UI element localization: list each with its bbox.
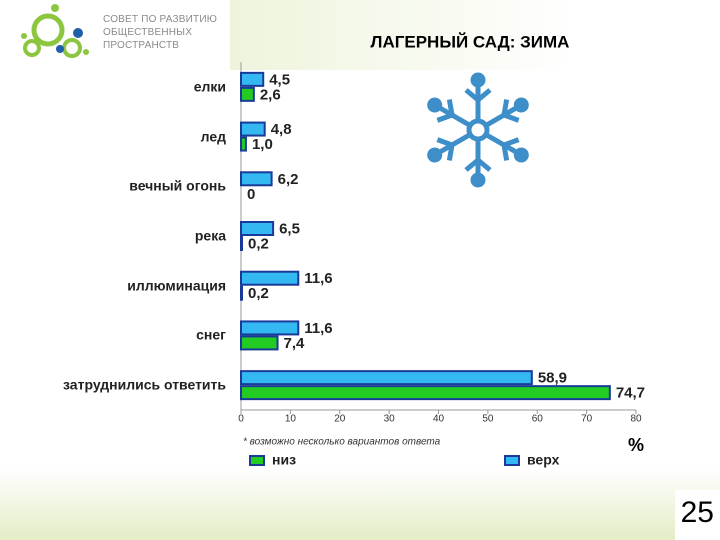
legend-swatch [249,455,265,466]
bar [240,320,300,336]
bar [240,335,279,351]
value-label: 2,6 [260,86,281,103]
x-tick-label: 80 [630,414,642,425]
category-label: лед [200,128,226,145]
value-label: 0,2 [248,235,269,252]
bar [240,71,265,87]
value-label: 4,8 [271,121,292,138]
bar [240,285,243,301]
value-label: 11,6 [304,320,332,337]
x-tick-label: 40 [433,414,445,425]
logo-text: ОБЩЕСТВЕННЫХ [103,27,193,38]
category-label: снег [196,326,226,343]
value-label: 6,5 [279,220,300,237]
logo-text: ПРОСТРАНСТВ [103,40,180,51]
page-number-box [675,490,720,540]
bar [240,236,243,251]
value-label: 58,9 [538,370,567,387]
bar [240,221,275,236]
logo-mark [21,4,89,58]
category-label: елки [193,78,226,95]
category-label: иллюминация [127,277,226,294]
legend-label: верх [527,452,560,468]
x-tick-label: 30 [384,414,396,425]
footnote: * возможно несколько вариантов ответа [243,437,441,448]
page-number: 25 [680,496,714,529]
category-label: вечный огонь [129,177,226,194]
x-unit: % [628,435,644,455]
legend-label: низ [272,452,296,468]
value-label: 11,6 [304,270,332,287]
value-label: 0,2 [248,285,269,302]
bar [240,136,247,152]
x-tick-label: 70 [581,414,593,425]
category-label: река [194,227,226,244]
logo-text: СОВЕТ ПО РАЗВИТИЮ [103,14,218,25]
bar [240,270,300,286]
footer-band [0,468,720,540]
bar [240,385,611,401]
header-band [230,0,720,70]
x-tick-label: 60 [532,414,544,425]
category-label: затруднились ответить [63,376,226,393]
x-tick-label: 50 [482,414,494,425]
value-label: 6,2 [278,171,299,188]
snowflake [427,72,529,188]
bar [240,121,266,137]
x-tick-label: 0 [238,414,244,425]
x-tick-label: 20 [334,414,346,425]
value-label: 74,7 [616,385,645,402]
value-label: 0 [247,186,255,203]
value-label: 4,5 [269,71,290,88]
legend-swatch [504,455,520,466]
bar [240,171,273,187]
x-tick-label: 10 [285,414,297,425]
bar [240,86,255,102]
value-label: 1,0 [252,136,273,153]
chart-title: ЛАГЕРНЫЙ САД: ЗИМА [371,32,570,51]
bar [240,370,533,386]
value-label: 7,4 [284,335,306,352]
